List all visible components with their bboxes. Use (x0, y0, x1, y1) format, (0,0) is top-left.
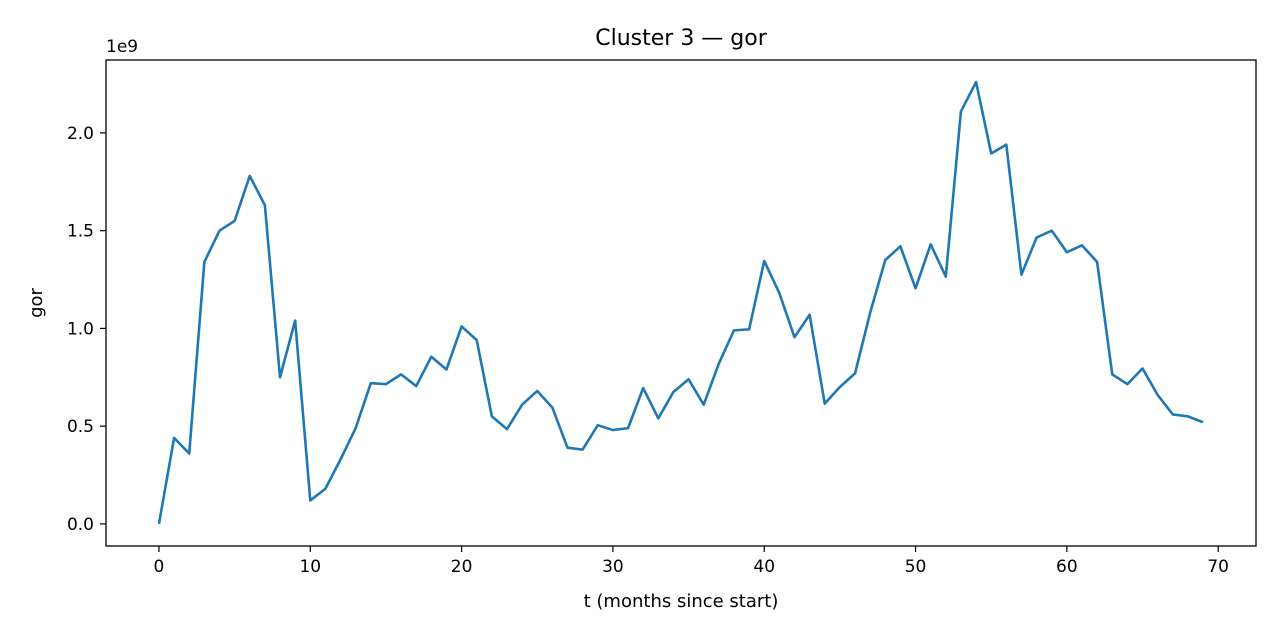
series-line (157, 80, 1204, 525)
x-tick-label: 0 (154, 557, 165, 577)
x-tick-label: 30 (602, 557, 624, 577)
y-tick-label: 0.0 (67, 515, 94, 535)
x-tick-label: 10 (299, 557, 321, 577)
y-axis-label: gor (26, 287, 47, 317)
x-tick-label: 20 (451, 557, 473, 577)
y-tick-label: 1.5 (67, 222, 94, 242)
x-tick-label: 50 (905, 557, 927, 577)
x-tick-label: 40 (753, 557, 775, 577)
x-axis: 0 10 20 30 40 50 60 70 (154, 546, 1229, 577)
x-tick-label: 70 (1207, 557, 1229, 577)
plot-frame (105, 59, 1257, 547)
y-offset-label: 1e9 (106, 37, 138, 57)
y-tick-label: 0.5 (67, 417, 94, 437)
y-tick-label: 1.0 (67, 319, 94, 339)
y-axis: 0.0 0.5 1.0 1.5 2.0 (67, 124, 106, 535)
x-tick-label: 60 (1056, 557, 1078, 577)
chart-title: Cluster 3 — gor (595, 26, 767, 51)
y-tick-label: 2.0 (67, 124, 94, 144)
x-axis-label: t (months since start) (584, 591, 779, 612)
